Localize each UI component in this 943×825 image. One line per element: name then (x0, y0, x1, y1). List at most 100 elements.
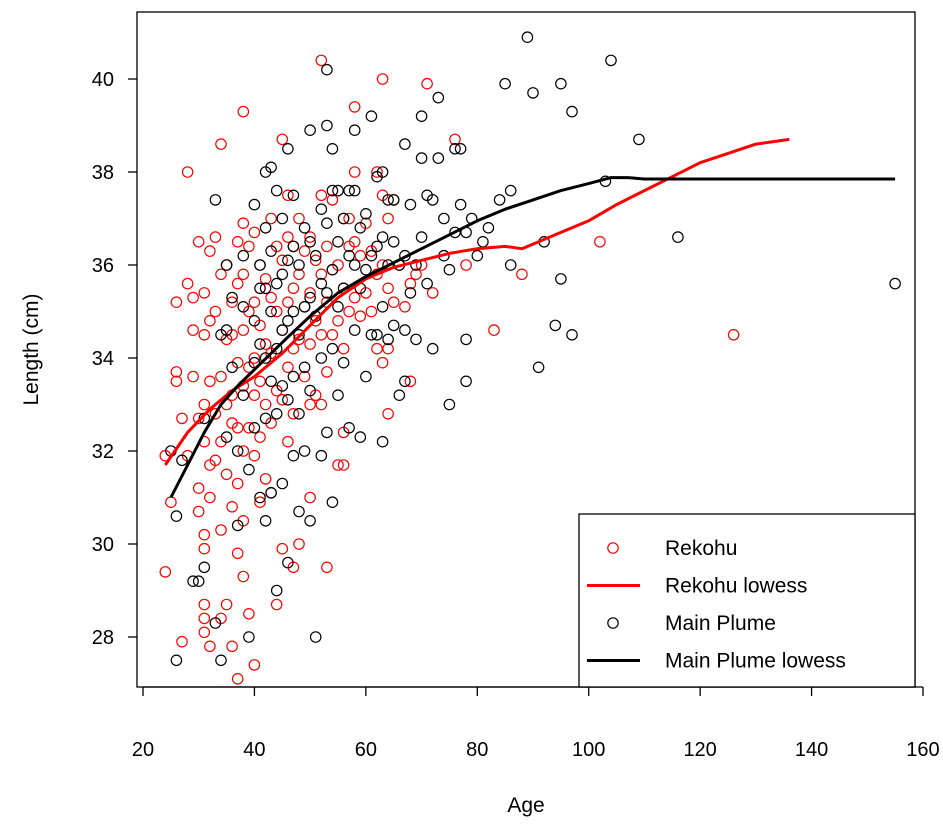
rekohu-point (304, 398, 316, 411)
rekohu-point (382, 212, 394, 225)
x-tick-label: 40 (243, 739, 265, 761)
main-plume-point (254, 338, 266, 350)
rekohu-point (248, 389, 261, 401)
main-plume-point (460, 375, 472, 388)
main-plume-point (332, 184, 344, 197)
legend-label-rekohu: Rekohu (665, 537, 737, 560)
rekohu-point (293, 212, 305, 225)
main-plume-point (432, 152, 445, 164)
main-plume-point (605, 54, 617, 67)
main-plume-point (276, 380, 289, 392)
main-plume-point (376, 300, 389, 313)
rekohu-point (237, 217, 250, 229)
rekohu-point (371, 342, 383, 355)
legend-box (578, 513, 916, 688)
main-plume-point (555, 273, 567, 285)
y-tick-label: 40 (92, 69, 114, 91)
main-plume-point (415, 231, 428, 243)
x-tick-label: 160 (906, 739, 939, 761)
rekohu-point (181, 166, 194, 178)
rekohu-point (304, 287, 316, 299)
main-plume-point (360, 208, 372, 220)
main-plume-point (298, 445, 311, 457)
rekohu-point (237, 570, 250, 583)
main-plume-point (360, 370, 372, 383)
main-plume-point (332, 300, 344, 313)
rekohu-point (304, 338, 316, 350)
rekohu-point (231, 672, 244, 685)
main-plume-point (276, 324, 289, 336)
main-plume-point (454, 198, 467, 211)
rekohu-point (176, 635, 188, 648)
main-plume-point (259, 412, 272, 425)
main-plume-point (321, 426, 333, 439)
main-plume-point (215, 654, 227, 667)
rekohu-point (187, 291, 199, 304)
rekohu-point (254, 496, 266, 508)
main-plume-point (504, 184, 517, 197)
main-plume-point (499, 77, 511, 90)
main-plume-point (309, 631, 322, 643)
main-plume-point (376, 166, 389, 178)
rekohu-point (309, 254, 322, 267)
y-tick-label: 32 (92, 441, 114, 463)
rekohu-point (315, 328, 328, 341)
main-plume-point (293, 407, 305, 420)
rekohu-point (282, 231, 294, 243)
x-tick-label: 60 (355, 739, 377, 761)
main-plume-point (220, 431, 233, 443)
main-plume-point (248, 198, 261, 211)
x-tick-label: 120 (683, 739, 716, 761)
rekohu-point (315, 398, 328, 411)
main-plume-point (438, 212, 450, 225)
main-plume-point (276, 268, 289, 281)
main-plume-point (259, 514, 272, 527)
rekohu-point (371, 166, 383, 178)
main-plume-point (287, 240, 300, 253)
rekohu-point (237, 268, 250, 281)
main-plume-point (371, 328, 383, 341)
rekohu-point (354, 249, 367, 262)
rekohu-point (321, 561, 333, 574)
main-plume-point (365, 110, 378, 122)
main-plume-point (404, 198, 417, 211)
rekohu-point (282, 189, 294, 202)
rekohu-point (460, 259, 472, 271)
legend: Rekohu Rekohu lowess Main Plume Main Plume … (578, 513, 916, 688)
main-plume-point (282, 393, 294, 406)
rekohu-point (449, 133, 461, 146)
main-plume-point (348, 324, 361, 336)
rekohu-point (387, 296, 400, 308)
main-plume-point (237, 249, 250, 262)
rekohu-point (237, 445, 250, 457)
y-tick-label: 38 (92, 162, 114, 184)
main-plume-point (365, 328, 378, 341)
main-plume-point (321, 217, 333, 229)
main-plume-point (265, 245, 277, 257)
main-plume-point (382, 194, 394, 206)
rekohu-point (215, 524, 227, 536)
main-plume-point (348, 184, 361, 197)
main-plume-point (399, 138, 411, 150)
main-plume-point (410, 259, 422, 271)
rekohu-point (231, 547, 244, 560)
main-plume-point (399, 375, 411, 388)
main-plume-point (343, 421, 355, 434)
main-plume-point (187, 575, 199, 587)
rekohu-point (248, 449, 261, 462)
rekohu-point (326, 328, 339, 341)
rekohu-point (404, 375, 417, 388)
rekohu-point (315, 268, 328, 281)
rekohu-point (270, 598, 283, 611)
main-plume-point (176, 454, 188, 467)
rekohu-point (354, 310, 367, 322)
rekohu-point (382, 407, 394, 420)
rekohu-point (332, 459, 344, 471)
rekohu-point (282, 361, 294, 374)
main-plume-point (415, 152, 428, 164)
main-plume-point (298, 361, 311, 374)
main-plume-point (298, 300, 311, 313)
rekohu-point (287, 407, 300, 420)
main-plume-point (527, 87, 539, 99)
rekohu-point (343, 212, 355, 225)
